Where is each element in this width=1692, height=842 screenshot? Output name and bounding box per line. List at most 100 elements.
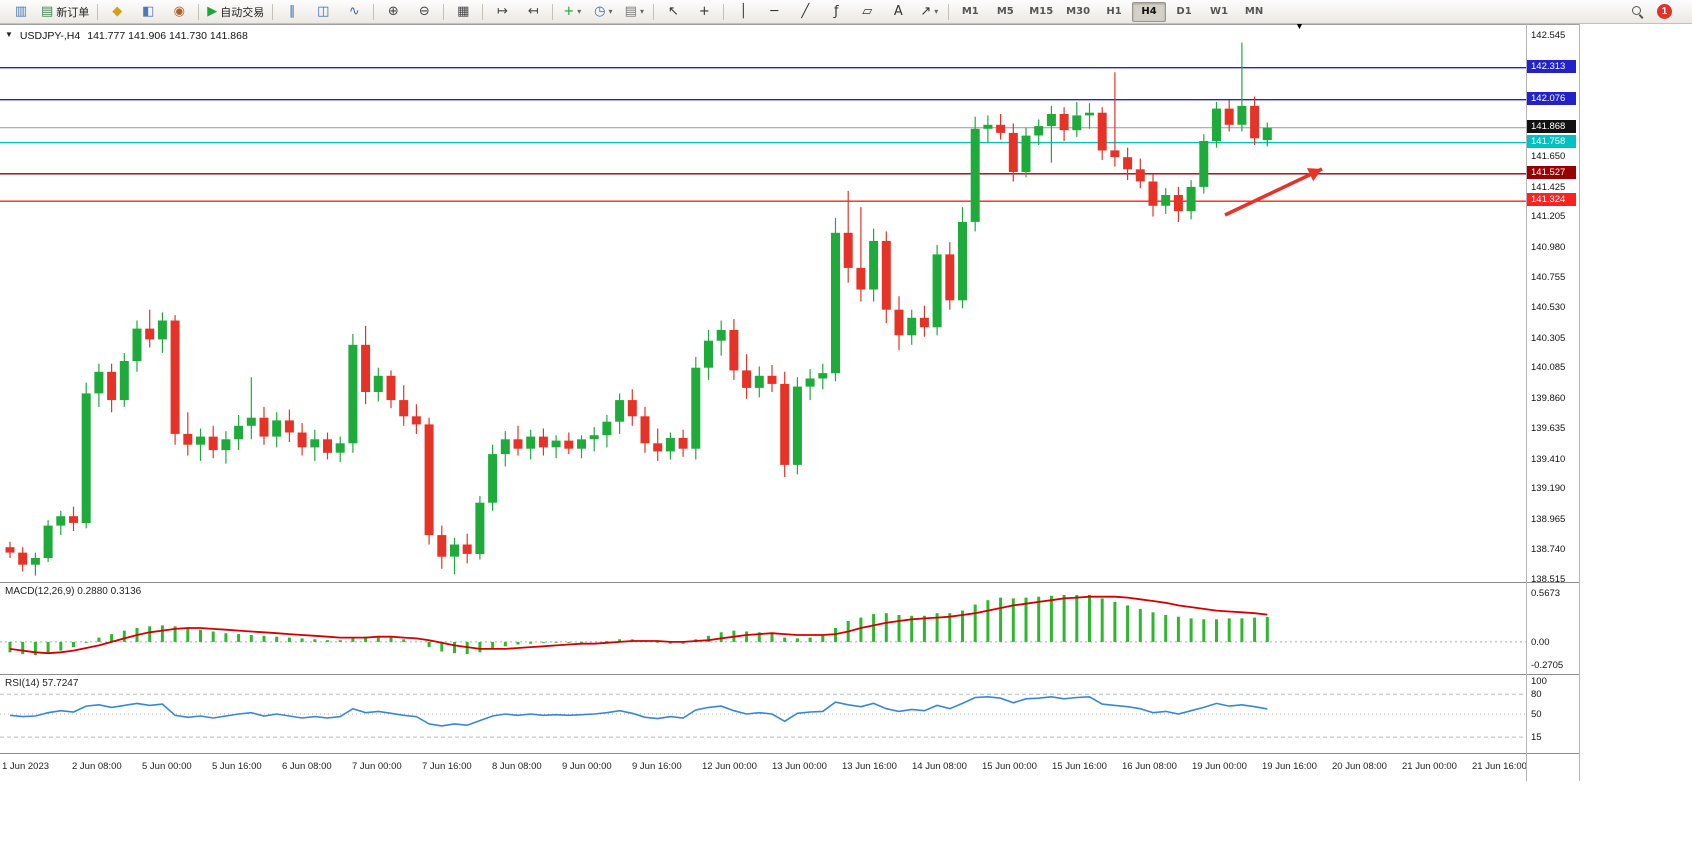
arrows-icon: ↗ (920, 3, 932, 19)
notifications-badge[interactable]: 1 (1657, 4, 1672, 19)
candle-body (1237, 105, 1247, 125)
price-tag: 142.076 (1527, 91, 1576, 105)
autotrading-button-label: 自动交易 (220, 6, 265, 19)
time-axis[interactable]: 1 Jun 2023 2 Jun 08:00 5 Jun 00:00 5 Jun 16… (0, 754, 1527, 781)
price-axis[interactable]: 142.545 141.650 141.425 141.205 140.980 140.7… (1526, 24, 1580, 781)
new-order-button[interactable]: ▤ 新订单 (37, 1, 93, 23)
indicators-button[interactable]: + ▾ (557, 1, 587, 23)
candle-body (1212, 108, 1221, 141)
auto-scroll-button[interactable]: ↦ (487, 1, 517, 23)
new-chart-icon: ▥ (14, 3, 28, 19)
candle-body (1110, 150, 1120, 158)
candle-body (310, 439, 320, 448)
tile-windows-icon: ▦ (457, 3, 470, 19)
dropdown-caret-icon: ▾ (577, 7, 582, 16)
axis-label: 139.410 (1531, 453, 1566, 465)
templates-button[interactable]: ▤ ▾ (619, 1, 649, 23)
rsi-line (9, 695, 1268, 727)
toolbar-separator (272, 3, 274, 20)
axis-label: 138.965 (1531, 513, 1566, 525)
time-axis-label: 2 Jun 08:00 (72, 761, 122, 772)
timeframe-h4-button[interactable]: H4 (1132, 1, 1167, 22)
chart-window: ▼ ▼ USDJPY-,H4 141.777 141.906 141.730 1… (0, 21, 1580, 781)
timeframe-mn-button[interactable]: MN (1244, 6, 1264, 17)
candle-body (94, 371, 104, 394)
candlestick-chart-button[interactable]: ◫ (308, 1, 338, 23)
vertical-line-button[interactable]: │ (728, 1, 758, 23)
axis-label: 140.530 (1531, 302, 1566, 314)
candle-body (653, 443, 663, 452)
candle-body (932, 254, 942, 328)
time-axis-label: 8 Jun 08:00 (492, 761, 542, 772)
dropdown-caret-icon: ▾ (639, 7, 644, 16)
timeframe-m15-button[interactable]: M15 (1029, 6, 1054, 17)
cursor-button[interactable]: ↖ (658, 1, 688, 23)
horizontal-line-button[interactable]: ─ (759, 1, 789, 23)
candle-body (43, 525, 53, 558)
cursor-icon: ↖ (667, 3, 679, 19)
chart-shift-button[interactable]: ↤ (518, 1, 548, 23)
periods-button[interactable]: ◷ ▾ (588, 1, 618, 23)
metaeditor-button[interactable]: ◆ (102, 1, 132, 23)
line-chart-button[interactable]: ∿ (339, 1, 369, 23)
search-button[interactable] (1622, 1, 1652, 23)
chart-scroll-marker[interactable]: ▼ (1295, 21, 1304, 31)
layouts-icon: ◧ (142, 3, 155, 19)
time-axis-label: 13 Jun 16:00 (842, 761, 897, 772)
zoom-in-button[interactable]: ⊕ (378, 1, 408, 23)
macd-signal-line (9, 595, 1268, 655)
timeframe-d1-button[interactable]: D1 (1176, 6, 1192, 17)
candle-body (221, 439, 231, 451)
main-chart-canvas[interactable] (0, 25, 1526, 582)
candle-body (437, 535, 447, 557)
timeframe-m1-button[interactable]: M1 (961, 6, 979, 17)
layouts-button[interactable]: ◧ (133, 1, 163, 23)
candlestick-chart-icon: ◫ (317, 3, 330, 19)
autotrading-button[interactable]: ▶ 自动交易 (203, 1, 268, 23)
line-chart-icon: ∿ (348, 3, 360, 19)
candle-body (361, 344, 371, 392)
timeframe-h1-button[interactable]: H1 (1106, 6, 1122, 17)
crosshair-button[interactable]: + (689, 1, 719, 23)
community-button[interactable]: ◉ (164, 1, 194, 23)
candle-body (475, 502, 485, 554)
axis-label: 140.305 (1531, 332, 1566, 344)
timeframe-w1-button[interactable]: W1 (1210, 6, 1229, 17)
axis-label: 140.980 (1531, 241, 1566, 253)
dropdown-caret-icon: ▾ (934, 7, 939, 16)
fibonacci-button[interactable]: ƒ (821, 1, 851, 23)
toolbar-separator (723, 3, 725, 20)
new-chart-button[interactable]: ▥ (6, 1, 36, 23)
tile-windows-button[interactable]: ▦ (448, 1, 478, 23)
chart-ohlc-values: 141.777 141.906 141.730 141.868 (87, 30, 248, 42)
symbol-collapse-icon[interactable]: ▼ (5, 30, 13, 39)
timeframe-m30-button[interactable]: M30 (1066, 6, 1091, 17)
panel-separator[interactable] (0, 582, 1579, 583)
trendline-button[interactable]: ╱ (790, 1, 820, 23)
candle-body (1097, 112, 1107, 151)
axis-label: 50 (1531, 709, 1542, 720)
candle-body (983, 124, 993, 129)
candle-body (958, 222, 967, 301)
trend-arrow[interactable] (1224, 167, 1323, 217)
toolbar-separator (482, 3, 484, 20)
shapes-button[interactable]: ▱ (852, 1, 882, 23)
time-axis-label: 20 Jun 08:00 (1332, 761, 1387, 772)
rsi-canvas[interactable] (0, 675, 1526, 753)
text-button[interactable]: A (883, 1, 913, 23)
zoom-out-button[interactable]: ⊖ (409, 1, 439, 23)
panel-separator[interactable] (0, 674, 1579, 675)
axis-label: 139.635 (1531, 423, 1566, 435)
candle-body (1224, 108, 1234, 125)
macd-canvas[interactable] (0, 583, 1526, 674)
candle-body (627, 400, 637, 417)
bar-chart-button[interactable]: ∥ (277, 1, 307, 23)
arrows-button[interactable]: ↗ ▾ (914, 1, 944, 23)
candle-body (818, 373, 828, 379)
time-axis-label: 14 Jun 08:00 (912, 761, 967, 772)
candle-body (589, 435, 599, 440)
trendline-icon: ╱ (801, 3, 810, 19)
candle-body (450, 544, 459, 557)
axis-label: 15 (1531, 732, 1542, 744)
timeframe-m5-button[interactable]: M5 (996, 6, 1014, 17)
